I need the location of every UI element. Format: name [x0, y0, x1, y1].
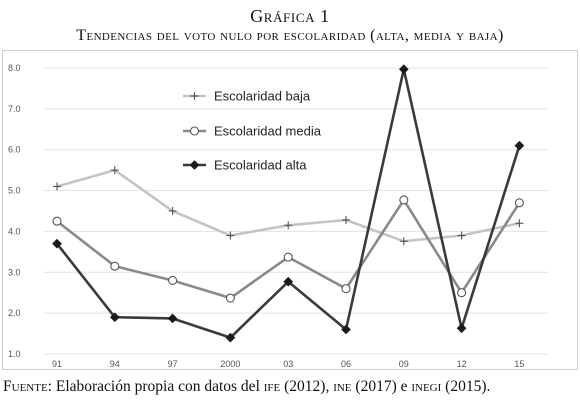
data-point-1	[399, 195, 409, 205]
source-text-d: (2015).	[441, 378, 491, 395]
x-tick-label: 94	[110, 359, 120, 369]
x-tick-label: 06	[341, 359, 351, 369]
y-tick-label: 7.0	[8, 104, 21, 114]
legend-marker	[189, 160, 200, 170]
y-tick-label: 8.0	[8, 63, 21, 73]
x-tick-label: 97	[168, 359, 178, 369]
data-point-2	[52, 238, 62, 249]
chart-frame	[2, 50, 578, 370]
y-tick-label: 2.0	[8, 308, 21, 318]
data-point-1	[283, 252, 293, 262]
source-text-b: (2012),	[280, 378, 334, 395]
source-note: Fuente: Elaboración propia con datos del…	[3, 378, 577, 396]
x-tick-label: 15	[514, 359, 524, 369]
data-point-2	[109, 312, 120, 323]
legend-label: Escolaridad baja	[214, 89, 311, 104]
data-point-2	[225, 332, 236, 343]
y-tick-label: 4.0	[8, 226, 21, 236]
x-tick-label: 03	[283, 359, 293, 369]
data-point-1	[225, 293, 235, 303]
source-text-c: (2017) e	[351, 378, 412, 395]
legend-marker	[189, 126, 200, 136]
data-point-1	[514, 198, 524, 208]
y-tick-label: 5.0	[8, 186, 21, 196]
data-point-2	[283, 276, 294, 287]
x-tick-label: 12	[457, 359, 467, 369]
data-point-1	[168, 275, 178, 286]
source-label: Fuente:	[3, 378, 52, 395]
x-tick-label: 09	[399, 359, 409, 369]
legend-label: Escolaridad alta	[214, 158, 307, 173]
series-line-0	[56, 168, 520, 243]
y-tick-label: 6.0	[8, 145, 21, 155]
figure-label: Gráfica 1	[250, 6, 330, 26]
source-ine: ine	[333, 378, 352, 395]
data-point-2	[456, 323, 467, 334]
data-point-1	[52, 216, 62, 226]
data-point-2	[514, 140, 525, 151]
chart-title: Tendencias del voto nulo por escolaridad…	[76, 27, 504, 44]
data-point-2	[341, 324, 351, 335]
source-ife: ife	[263, 378, 281, 395]
legend-label: Escolaridad media	[214, 124, 322, 139]
x-tick-label: 2000	[220, 359, 240, 369]
source-text-a: Elaboración propia con datos del	[51, 378, 264, 395]
source-inegi: inegi	[411, 378, 442, 395]
series-line-2	[55, 67, 521, 339]
data-point-1	[341, 284, 351, 294]
y-tick-label: 1.0	[8, 349, 21, 359]
y-tick-label: 3.0	[8, 267, 21, 277]
data-point-1	[110, 261, 120, 271]
data-point-2	[398, 64, 409, 75]
data-point-1	[457, 288, 467, 298]
data-point-2	[167, 313, 178, 324]
x-tick-label: 91	[52, 359, 62, 369]
